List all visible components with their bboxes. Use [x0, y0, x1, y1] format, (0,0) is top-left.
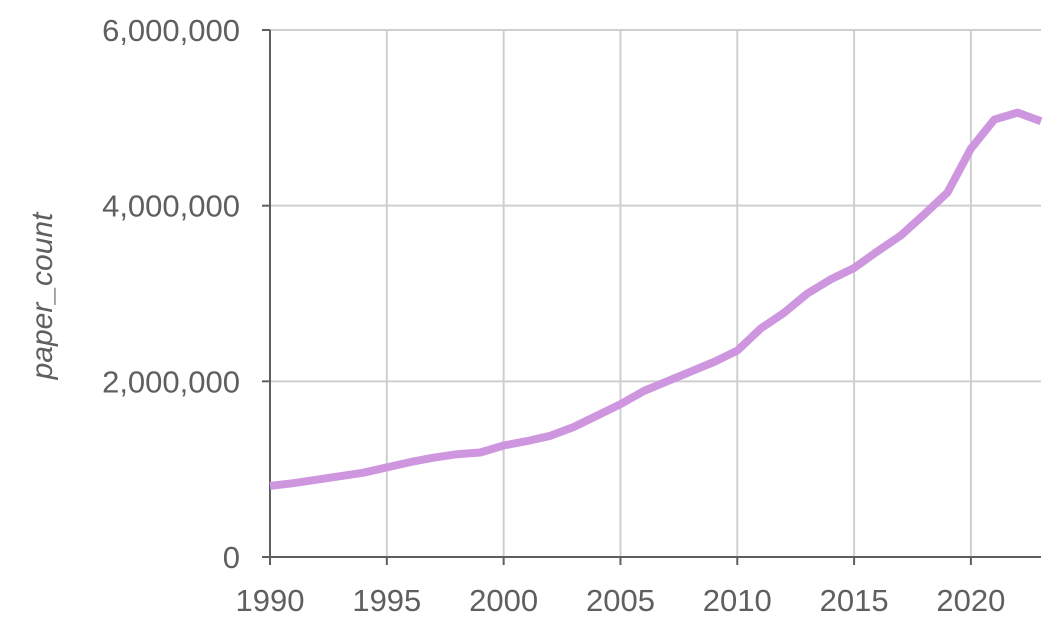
x-tick-label: 2010	[703, 583, 772, 618]
y-tick-label: 0	[223, 540, 240, 575]
x-tick-label: 1995	[352, 583, 421, 618]
x-tick-label: 2020	[936, 583, 1005, 618]
axes	[262, 29, 1041, 565]
x-tick-label: 2000	[469, 583, 538, 618]
paper-count-series-line	[269, 108, 1043, 490]
x-tick-label: 1990	[236, 583, 305, 618]
series-layer	[269, 108, 1043, 490]
y-axis-title: paper_count	[26, 211, 59, 380]
grid	[270, 29, 1041, 557]
x-tick-label: 2005	[586, 583, 655, 618]
y-tick-label: 2,000,000	[102, 364, 240, 399]
y-tick-label: 4,000,000	[102, 189, 240, 224]
x-tick-labels: 1990 1995 2000 2005 2010 2015 2020	[236, 583, 1006, 618]
x-tick-label: 2015	[820, 583, 889, 618]
y-tick-label: 6,000,000	[102, 13, 240, 48]
y-tick-labels: 0 2,000,000 4,000,000 6,000,000	[102, 13, 240, 575]
